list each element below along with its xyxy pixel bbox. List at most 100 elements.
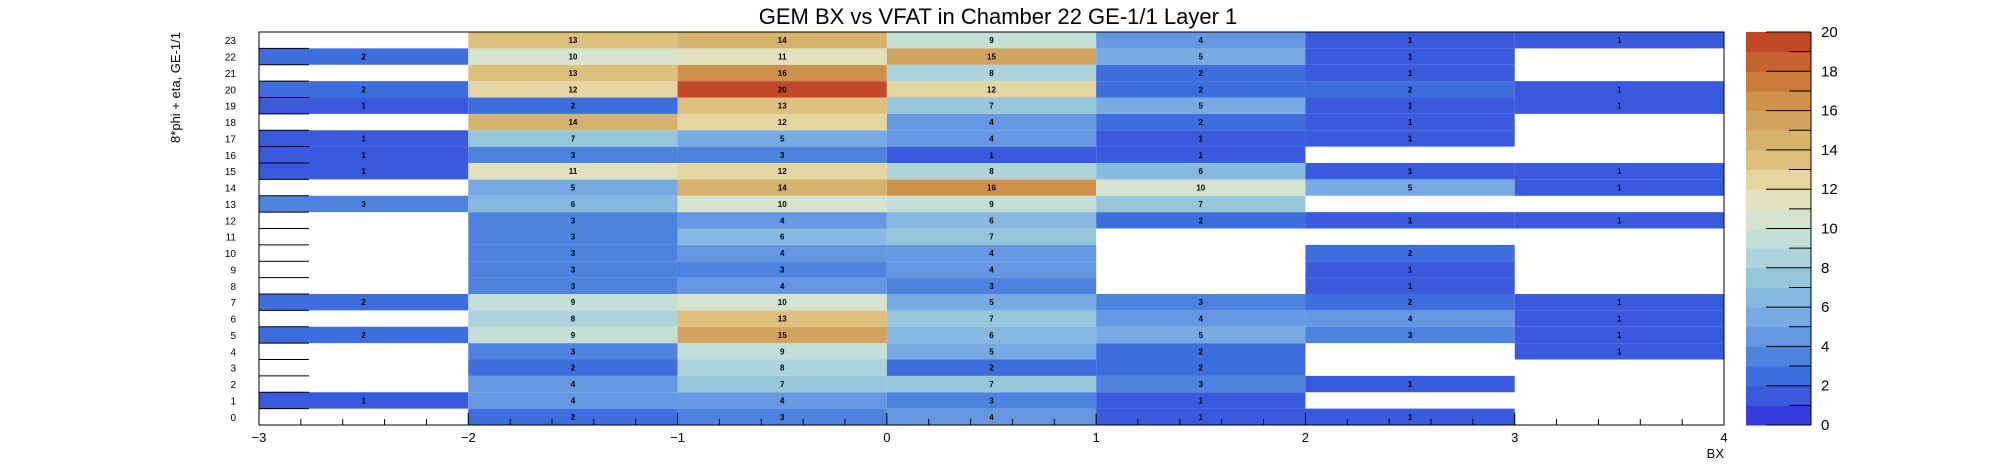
y-tick-label: 15 (225, 167, 237, 178)
cell-value-label: 15 (987, 53, 996, 62)
heatmap-cell (468, 343, 678, 360)
cell-value-label: 1 (1199, 396, 1204, 405)
cell-value-label: 1 (1408, 118, 1413, 127)
heatmap-cell (468, 48, 678, 65)
cell-value-label: 3 (571, 249, 576, 258)
cell-value-label: 2 (1199, 69, 1204, 78)
color-scale-tick-label: 18 (1821, 63, 1838, 80)
cell-value-label: 1 (1617, 184, 1622, 193)
cell-value-label: 3 (780, 265, 785, 274)
color-scale-band (1746, 307, 1811, 328)
cell-value-label: 20 (778, 85, 787, 94)
heatmap-cell (1096, 326, 1306, 344)
chart-title: GEM BX vs VFAT in Chamber 22 GE-1/1 Laye… (759, 4, 1238, 29)
heatmap-cell (468, 113, 678, 131)
color-scale-bar (1746, 32, 1811, 426)
y-tick-label: 16 (225, 151, 237, 162)
heatmap-cell (677, 97, 887, 114)
cell-value-label: 16 (778, 69, 787, 78)
x-axis: −3 −2 −1 0 1 2 3 4 (252, 413, 1728, 445)
heatmap-cell (468, 392, 678, 409)
cell-value-label: 5 (989, 347, 994, 356)
heatmap-cell (468, 97, 678, 114)
heatmap-cell (468, 64, 678, 82)
cell-value-label: 1 (361, 167, 366, 176)
heatmap-cell (468, 228, 678, 245)
heatmap-cell (886, 277, 1097, 294)
cell-value-label: 14 (568, 118, 577, 127)
cell-value-label: 14 (778, 184, 787, 193)
heatmap-cell (468, 244, 678, 262)
heatmap-cell (1096, 375, 1306, 393)
cell-value-label: 5 (1408, 184, 1413, 193)
cell-value-label: 16 (987, 184, 996, 193)
heatmap-cell (1096, 294, 1306, 311)
cell-value-label: 2 (1408, 249, 1413, 258)
cell-value-label: 3 (571, 216, 576, 225)
heatmap-cell (1305, 64, 1515, 82)
heatmap-cell (1305, 277, 1515, 294)
cell-value-label: 12 (778, 167, 787, 176)
cell-value-label: 3 (571, 151, 576, 160)
cell-value-label: 6 (989, 331, 994, 340)
cell-value-label: 12 (778, 118, 787, 127)
cell-value-label: 8 (780, 364, 785, 373)
heatmap-cell (677, 32, 887, 49)
cell-value-label: 7 (989, 380, 994, 389)
cell-value-label: 4 (1199, 315, 1204, 324)
heatmap-cell (259, 163, 469, 180)
heatmap-cell (886, 81, 1097, 98)
y-tick-label: 3 (230, 364, 236, 375)
cell-value-labels: 2 3 4 1 11 4 4 3 14 7 7 3 12 8 2 23 9 5 2 12 9 15 6 5 3 18 13 7 4 4 12… (361, 36, 1622, 422)
y-tick-label: 11 (226, 233, 237, 244)
heatmap-cell (677, 228, 887, 245)
heatmap-cell (468, 195, 678, 213)
heatmap-cell (1096, 392, 1306, 409)
heatmap-cell (677, 244, 887, 262)
color-scale-band (1746, 130, 1811, 151)
cell-value-label: 9 (780, 347, 785, 356)
cell-value-label: 4 (780, 249, 785, 258)
cell-value-label: 14 (778, 36, 787, 45)
cell-value-label: 2 (989, 364, 994, 373)
color-scale-tick-label: 6 (1821, 299, 1829, 316)
heatmap-cell (468, 359, 678, 376)
cell-value-label: 3 (780, 413, 785, 422)
color-scale-band (1746, 208, 1811, 229)
cell-value-label: 4 (989, 265, 994, 274)
cell-value-label: 6 (571, 200, 576, 209)
x-tick-label: 4 (1720, 430, 1727, 445)
heatmap-cell (468, 261, 678, 278)
cell-value-label: 13 (568, 69, 577, 78)
cell-value-label: 1 (1617, 331, 1622, 340)
heatmap-cell (1305, 113, 1515, 131)
cell-value-label: 3 (989, 282, 994, 291)
cell-value-label: 3 (571, 282, 576, 291)
cell-value-label: 2 (571, 413, 576, 422)
heatmap-cell (468, 212, 678, 229)
cell-value-label: 2 (361, 85, 366, 94)
heatmap-cell (259, 392, 469, 409)
x-tick-label: 3 (1511, 430, 1518, 445)
cell-value-label: 9 (989, 36, 994, 45)
cell-value-label: 7 (989, 315, 994, 324)
heatmap-cell (677, 146, 887, 163)
heatmap-cell (677, 130, 887, 147)
heatmap-cell (468, 326, 678, 344)
cell-value-label: 3 (1199, 380, 1204, 389)
cell-value-label: 7 (571, 134, 576, 143)
cell-value-label: 1 (1408, 102, 1413, 111)
y-tick-label: 14 (225, 184, 237, 195)
heatmap-cell (1096, 130, 1306, 147)
heatmap-cell (886, 326, 1097, 344)
heatmap-cell (259, 195, 469, 213)
y-tick-label: 0 (230, 413, 236, 424)
heatmap-cell (677, 179, 887, 196)
color-scale-tick-label: 0 (1821, 417, 1829, 434)
y-tick-label: 1 (230, 396, 236, 407)
heatmap-cell (468, 163, 678, 180)
heatmap-cell (1305, 244, 1515, 262)
heatmap-cell (1514, 163, 1724, 180)
cell-value-label: 2 (1199, 118, 1204, 127)
color-scale-tick-label: 20 (1821, 24, 1838, 41)
